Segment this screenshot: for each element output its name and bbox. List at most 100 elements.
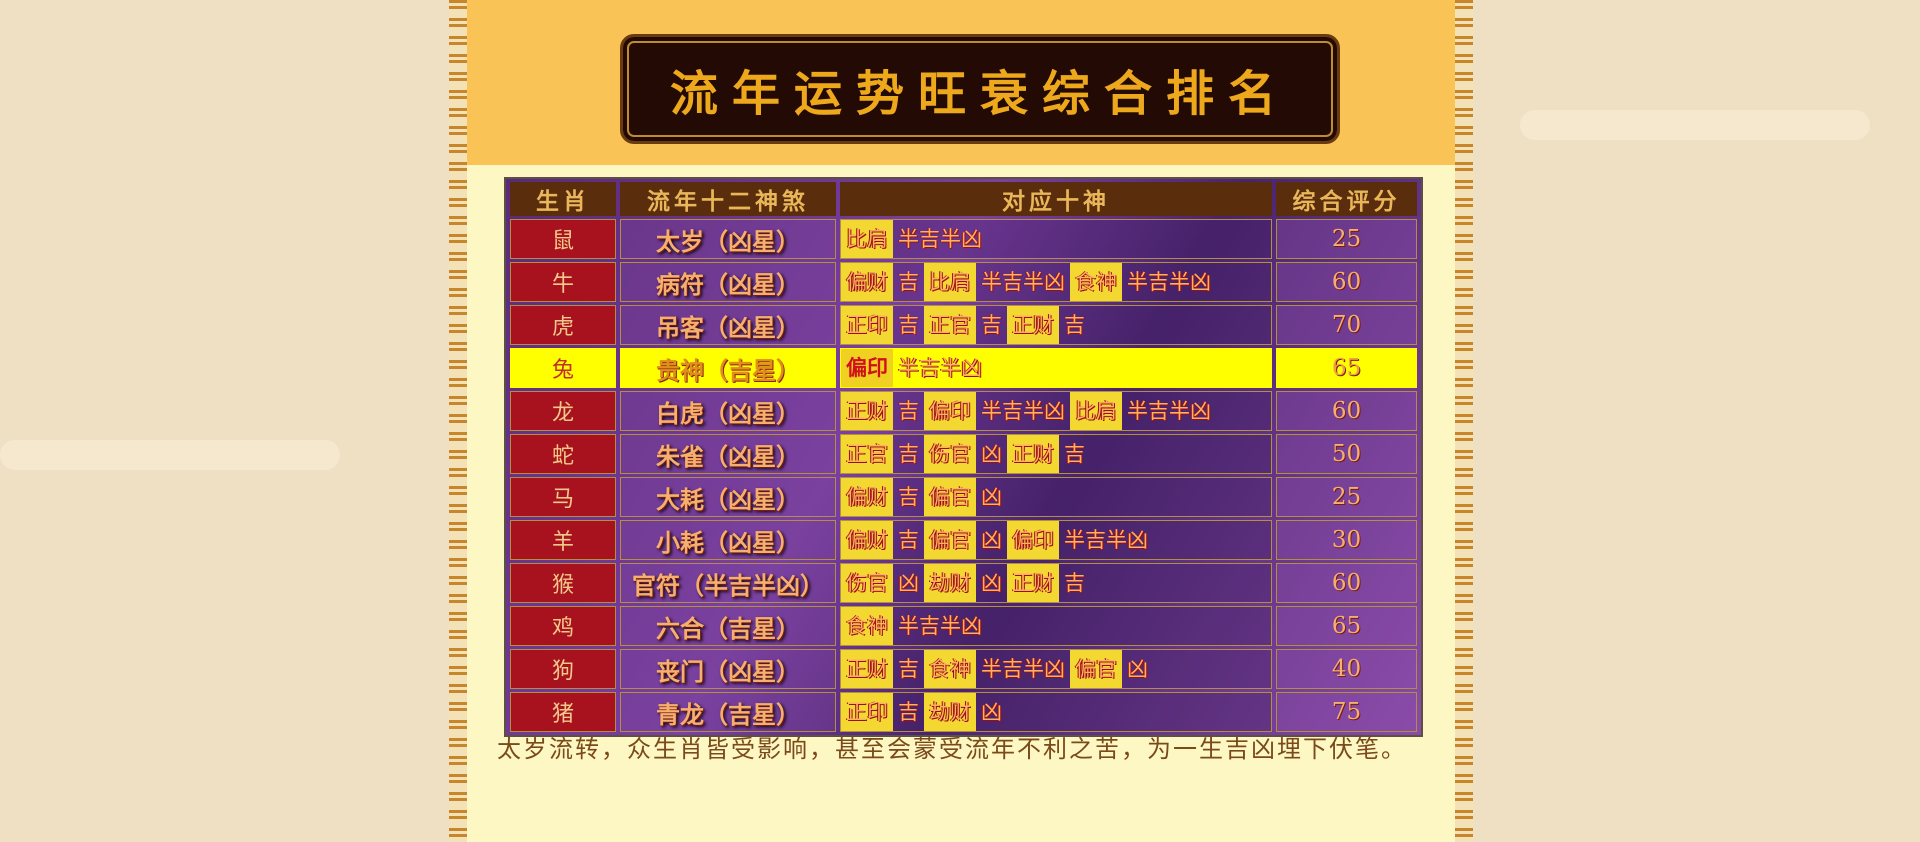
header-banner: 流年运势旺衰综合排名	[467, 0, 1455, 165]
fortune-tag: 半吉半凶	[898, 614, 982, 638]
god-tag: 食神	[1070, 263, 1122, 301]
god-tag: 偏印	[1007, 521, 1059, 559]
table-row: 羊小耗（凶星） 偏财吉偏官凶偏印 半吉半凶 30	[510, 520, 1417, 560]
god-tag: 伤官	[841, 564, 893, 602]
zodiac-cell: 虎	[510, 305, 616, 345]
star-cell: 病符（凶星）	[620, 262, 836, 302]
god-tag: 偏财	[841, 478, 893, 516]
gods-cell: 正官吉伤官凶正财吉	[840, 434, 1272, 474]
god-tag: 正财	[1007, 435, 1059, 473]
zodiac-cell: 羊	[510, 520, 616, 560]
fortune-tag: 凶	[981, 528, 1002, 552]
god-tag: 正财	[1007, 306, 1059, 344]
score-cell: 40	[1276, 649, 1417, 689]
fortune-tag: 半吉半凶	[1064, 528, 1148, 552]
fortune-tag: 吉	[898, 399, 919, 423]
fortune-tag: 半吉半凶	[1127, 270, 1211, 294]
header-zodiac: 生肖	[510, 182, 616, 216]
god-tag: 偏官	[1070, 650, 1122, 688]
gods-cell: 偏财吉偏官凶偏印 半吉半凶	[840, 520, 1272, 560]
gods-cell: 偏财吉偏官凶	[840, 477, 1272, 517]
god-tag: 正财	[841, 392, 893, 430]
star-cell: 太岁（凶星）	[620, 219, 836, 259]
footer-text: 太岁流转，众生肖皆受影响，甚至会蒙受流年不利之苦，为一生吉凶埋下伏笔。	[497, 735, 1407, 763]
god-tag: 比肩	[1070, 392, 1122, 430]
fortune-tag: 半吉半凶	[981, 399, 1065, 423]
god-tag: 食神	[924, 650, 976, 688]
fortune-tag: 凶	[1127, 657, 1148, 681]
fortune-tag: 半吉半凶	[898, 227, 982, 251]
god-tag: 劫财	[924, 693, 976, 731]
gods-cell: 偏财吉比肩 半吉半凶 食神 半吉半凶	[840, 262, 1272, 302]
score-cell: 50	[1276, 434, 1417, 474]
gods-cell: 正印吉劫财凶	[840, 692, 1272, 732]
fortune-tag: 凶	[898, 571, 919, 595]
fortune-tag: 吉	[898, 657, 919, 681]
zodiac-cell: 鼠	[510, 219, 616, 259]
score-cell: 65	[1276, 606, 1417, 646]
star-cell: 青龙（吉星）	[620, 692, 836, 732]
table-row: 蛇朱雀（凶星） 正官吉伤官凶正财吉 50	[510, 434, 1417, 474]
background-cloud-decoration	[1520, 110, 1870, 140]
god-tag: 偏财	[841, 521, 893, 559]
zodiac-cell: 猴	[510, 563, 616, 603]
meander-border-left	[449, 0, 467, 842]
table-row: 牛病符（凶星） 偏财吉比肩 半吉半凶 食神 半吉半凶 60	[510, 262, 1417, 302]
gods-cell: 正印吉正官吉正财吉	[840, 305, 1272, 345]
zodiac-cell: 牛	[510, 262, 616, 302]
table-row: 虎吊客（凶星） 正印吉正官吉正财吉 70	[510, 305, 1417, 345]
score-cell: 70	[1276, 305, 1417, 345]
score-cell: 25	[1276, 219, 1417, 259]
star-cell: 白虎（凶星）	[620, 391, 836, 431]
fortune-tag: 凶	[981, 700, 1002, 724]
gods-cell: 比肩 半吉半凶	[840, 219, 1272, 259]
zodiac-cell: 狗	[510, 649, 616, 689]
zodiac-cell: 龙	[510, 391, 616, 431]
header-score: 综合评分	[1276, 182, 1417, 216]
god-tag: 偏财	[841, 263, 893, 301]
fortune-tag: 凶	[981, 485, 1002, 509]
zodiac-cell: 鸡	[510, 606, 616, 646]
fortune-tag: 吉	[898, 485, 919, 509]
score-cell: 30	[1276, 520, 1417, 560]
table-row: 兔贵神（吉星） 偏印 半吉半凶 65	[510, 348, 1417, 388]
fortune-tag: 吉	[898, 700, 919, 724]
god-tag: 正印	[841, 693, 893, 731]
zodiac-cell: 马	[510, 477, 616, 517]
table-row: 猴官符（半吉半凶） 伤官凶劫财凶正财吉 60	[510, 563, 1417, 603]
fortune-tag: 吉	[1064, 313, 1085, 337]
fortune-tag: 吉	[898, 270, 919, 294]
fortune-tag: 吉	[898, 313, 919, 337]
table-row: 马大耗（凶星） 偏财吉偏官凶 25	[510, 477, 1417, 517]
zodiac-cell: 猪	[510, 692, 616, 732]
gods-cell: 正财吉偏印 半吉半凶 比肩 半吉半凶	[840, 391, 1272, 431]
zodiac-cell: 蛇	[510, 434, 616, 474]
fortune-tag: 吉	[981, 313, 1002, 337]
background-cloud-decoration	[0, 440, 340, 470]
fortune-tag: 凶	[981, 571, 1002, 595]
gods-cell: 正财吉食神 半吉半凶 偏官凶	[840, 649, 1272, 689]
ranking-table: 生肖 流年十二神煞 对应十神 综合评分 鼠太岁（凶星） 比肩 半吉半凶 25 牛病符（凶…	[504, 177, 1423, 737]
table-row: 猪青龙（吉星） 正印吉劫财凶 75	[510, 692, 1417, 732]
god-tag: 偏印	[924, 392, 976, 430]
table-header-row: 生肖 流年十二神煞 对应十神 综合评分	[510, 182, 1417, 216]
star-cell: 吊客（凶星）	[620, 305, 836, 345]
score-cell: 25	[1276, 477, 1417, 517]
fortune-tag: 吉	[898, 442, 919, 466]
god-tag: 正官	[841, 435, 893, 473]
gods-cell: 偏印 半吉半凶	[840, 348, 1272, 388]
table-row: 狗丧门（凶星） 正财吉食神 半吉半凶 偏官凶 40	[510, 649, 1417, 689]
table-row: 鸡六合（吉星） 食神 半吉半凶 65	[510, 606, 1417, 646]
zodiac-cell: 兔	[510, 348, 616, 388]
god-tag: 偏印	[841, 349, 893, 387]
gods-cell: 伤官凶劫财凶正财吉	[840, 563, 1272, 603]
star-cell: 贵神（吉星）	[620, 348, 836, 388]
god-tag: 伤官	[924, 435, 976, 473]
fortune-tag: 半吉半凶	[981, 657, 1065, 681]
god-tag: 偏官	[924, 521, 976, 559]
table-row: 鼠太岁（凶星） 比肩 半吉半凶 25	[510, 219, 1417, 259]
star-cell: 六合（吉星）	[620, 606, 836, 646]
god-tag: 正印	[841, 306, 893, 344]
god-tag: 比肩	[924, 263, 976, 301]
page-title: 流年运势旺衰综合排名	[669, 66, 1290, 122]
